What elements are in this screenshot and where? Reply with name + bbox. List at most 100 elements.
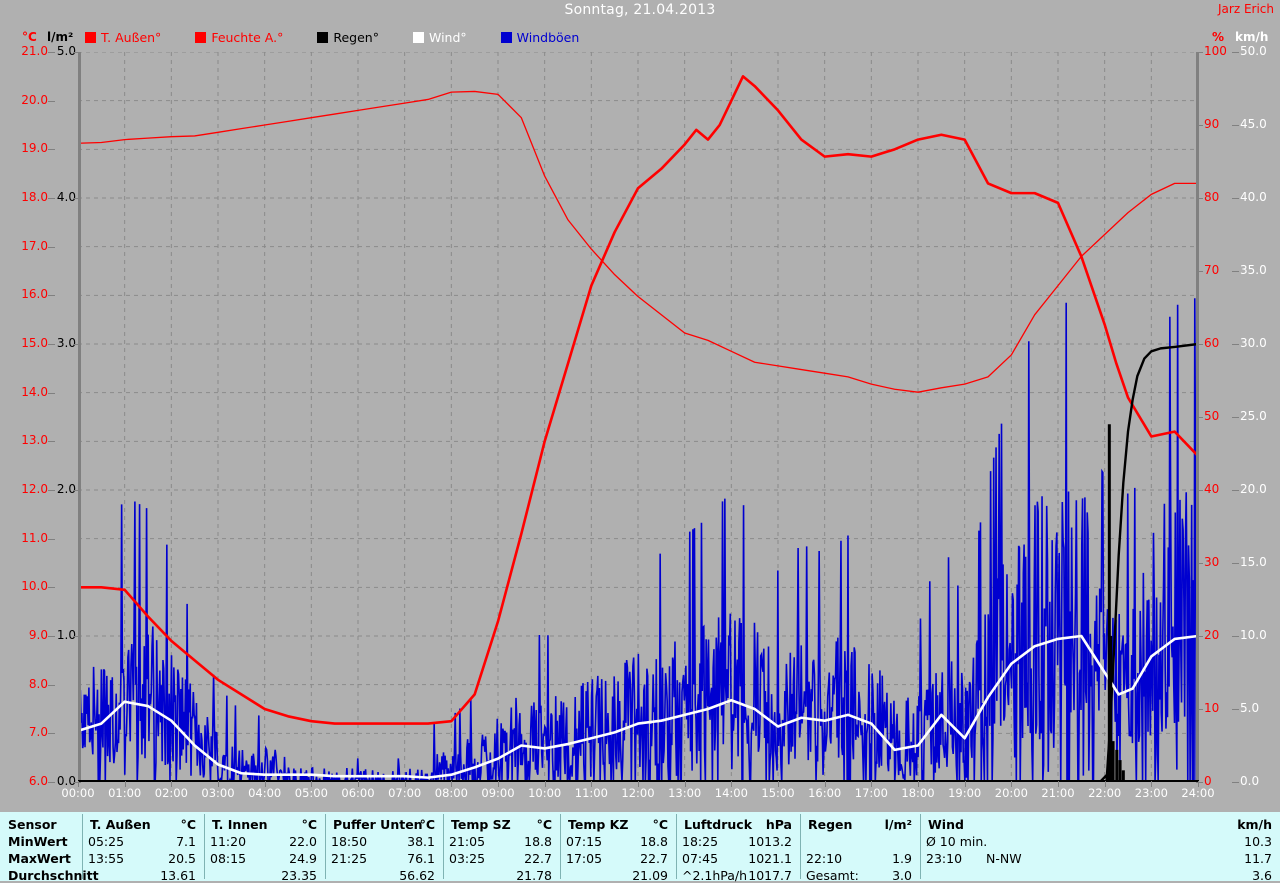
- time-axis-label: 20:00: [994, 786, 1028, 800]
- legend-label-feuchte: Feuchte A.°: [211, 29, 284, 45]
- axis-tick-mark: [48, 733, 55, 735]
- table-cell: 1.9: [892, 851, 912, 866]
- time-axis-tick: [1011, 781, 1013, 787]
- legend-item-t-aussen[interactable]: T. Außen°: [85, 30, 161, 45]
- time-axis-label: 24:00: [1181, 786, 1215, 800]
- table-cell: 17:05: [566, 851, 603, 866]
- table-cell: Temp KZ: [568, 817, 629, 832]
- axis-tick-label: 20.0: [1240, 482, 1267, 496]
- table-cell: 13.61: [160, 868, 196, 883]
- legend-item-wind[interactable]: Wind°: [412, 30, 467, 45]
- axis-tick-label: 5.0: [1240, 701, 1260, 715]
- axis-tick-mark: [1232, 344, 1239, 345]
- axis-tick-label: 25.0: [1240, 409, 1267, 423]
- axis-tick-label: 9.0: [28, 628, 48, 642]
- axis-tick-label: 12.0: [21, 482, 48, 496]
- table-cell: 21.09: [632, 868, 668, 883]
- axis-tick-mark: [1196, 563, 1203, 564]
- axis-tick-mark: [48, 198, 55, 199]
- axis-tick-label: 30: [1204, 555, 1220, 569]
- right-wind-unit: km/h: [1235, 30, 1269, 44]
- axis-tick-mark: [48, 684, 55, 686]
- axis-tick-mark: [1196, 636, 1203, 637]
- axis-tick-mark: [48, 246, 55, 248]
- axis-tick-mark: [1196, 709, 1203, 710]
- time-axis-tick: [124, 781, 126, 787]
- row-label-sensor: Sensor: [8, 817, 57, 832]
- table-cell: 18:25: [682, 834, 719, 849]
- axis-tick-mark: [1232, 709, 1239, 710]
- table-column-divider: [560, 814, 561, 879]
- time-axis-label: 22:00: [1088, 786, 1122, 800]
- axis-tick-mark: [48, 392, 55, 394]
- table-cell: 07:15: [566, 834, 603, 849]
- row-label-minwert: MinWert: [8, 834, 68, 849]
- axis-tick-label: 21.0: [21, 44, 48, 58]
- time-axis-label: 10:00: [528, 786, 562, 800]
- time-axis-tick: [1198, 781, 1199, 787]
- time-axis-tick: [638, 781, 639, 787]
- table-cell: 21:05: [449, 834, 486, 849]
- time-axis-label: 23:00: [1134, 786, 1168, 800]
- table-cell: Gesamt:: [806, 868, 859, 883]
- axis-tick-label: 17.0: [21, 238, 48, 253]
- axis-tick-mark: [48, 52, 55, 53]
- axis-tick-mark: [74, 344, 81, 345]
- time-axis-tick: [731, 781, 733, 787]
- table-cell: 22:10: [806, 851, 843, 866]
- chart-canvas: [78, 52, 1198, 782]
- axis-tick-label: 45.0: [1240, 117, 1267, 131]
- legend-label-regen: Regen°: [333, 29, 379, 45]
- axis-tick-label: 10.0: [21, 579, 48, 594]
- table-column-divider: [325, 814, 326, 879]
- left-rain-unit: l/m²: [47, 30, 74, 44]
- row-label-durchschnitt: Durchschnitt: [8, 868, 99, 883]
- table-cell: N-NW: [986, 851, 1022, 866]
- table-cell: T. Außen: [90, 817, 151, 832]
- table-cell: hPa: [765, 817, 792, 832]
- axis-tick-label: 50: [1204, 409, 1220, 423]
- axis-tick-mark: [48, 441, 55, 443]
- axis-tick-mark: [74, 198, 81, 199]
- axis-tick-mark: [1196, 271, 1203, 272]
- table-cell: °C: [301, 817, 317, 832]
- table-cell: 23.35: [281, 868, 317, 883]
- axis-tick-label: 16.0: [21, 287, 48, 302]
- axis-tick-mark: [1232, 490, 1239, 491]
- axis-tick-label: 11.0: [21, 530, 48, 545]
- table-column-divider: [82, 814, 83, 879]
- axis-tick-label: 20: [1204, 628, 1220, 642]
- axis-tick-mark: [1196, 782, 1203, 783]
- table-column-divider: [204, 814, 205, 879]
- table-cell: 7.1: [176, 834, 196, 849]
- table-cell: 13:55: [88, 851, 125, 866]
- legend-item-regen[interactable]: Regen°: [317, 30, 379, 45]
- station-name: Jarz Erich: [1218, 2, 1274, 16]
- axis-tick-label: 35.0: [1240, 263, 1267, 277]
- left-temp-unit: °C: [22, 30, 37, 44]
- axis-tick-label: 3.0: [56, 336, 76, 350]
- time-axis-tick: [918, 781, 919, 787]
- time-axis-label: 01:00: [108, 786, 142, 800]
- table-cell: 08:15: [210, 851, 247, 866]
- time-axis-label: 15:00: [761, 786, 795, 800]
- left-axis-line: [78, 52, 81, 782]
- table-cell: 3.0: [892, 868, 912, 883]
- table-cell: 18.8: [640, 834, 668, 849]
- axis-tick-label: 0.0: [1240, 774, 1260, 788]
- time-axis-tick: [218, 781, 219, 787]
- axis-tick-label: 2.0: [56, 482, 76, 496]
- chart-plot-area[interactable]: [78, 52, 1198, 782]
- axis-tick-mark: [74, 52, 81, 53]
- axis-tick-label: 8.0: [28, 676, 48, 691]
- table-cell: Ø 10 min.: [926, 834, 988, 849]
- axis-tick-mark: [1232, 636, 1239, 637]
- axis-tick-label: 70: [1204, 263, 1220, 277]
- time-axis-label: 07:00: [388, 786, 422, 800]
- legend-item-windboeen[interactable]: Windböen: [500, 30, 579, 45]
- axis-tick-label: 1.0: [56, 628, 76, 642]
- table-cell: °C: [536, 817, 552, 832]
- time-axis-tick: [404, 781, 406, 787]
- legend-item-feuchte[interactable]: Feuchte A.°: [195, 30, 283, 45]
- table-cell: T. Innen: [212, 817, 268, 832]
